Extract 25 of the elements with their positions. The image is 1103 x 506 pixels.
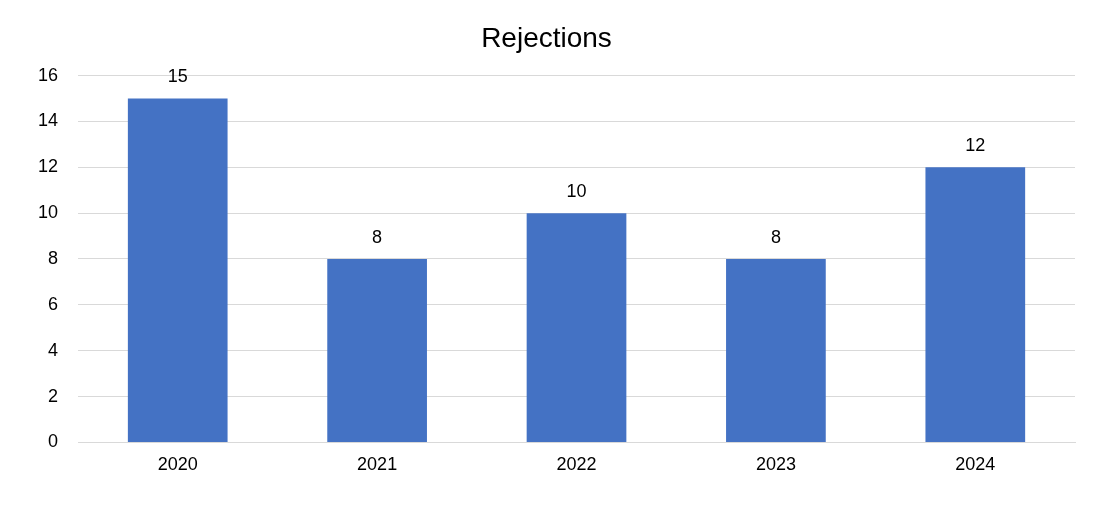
bar: [526, 213, 627, 442]
data-label: 10: [566, 181, 587, 202]
x-tick-label: 2024: [955, 454, 996, 475]
bar: [925, 167, 1026, 442]
x-tick-label: 2021: [357, 454, 398, 475]
data-label: 15: [167, 66, 188, 87]
y-tick-label: 2: [48, 385, 59, 406]
y-tick-label: 4: [48, 339, 59, 360]
y-tick-label: 16: [37, 64, 59, 85]
x-tick-label: 2023: [755, 454, 796, 475]
x-tick-label: 2022: [556, 454, 597, 475]
data-label: 8: [770, 226, 781, 247]
y-tick-label: 14: [37, 110, 59, 131]
data-label: 8: [372, 226, 383, 247]
chart-title: Rejections: [481, 21, 612, 53]
y-tick-label: 10: [37, 202, 59, 223]
y-tick-label: 0: [48, 431, 59, 452]
y-tick-label: 6: [48, 293, 59, 314]
data-label: 12: [965, 135, 986, 156]
bar: [327, 259, 427, 442]
bar: [127, 98, 228, 442]
y-tick-label: 12: [37, 156, 59, 177]
bar: [726, 259, 826, 442]
x-tick-label: 2020: [157, 454, 198, 475]
y-tick-label: 8: [48, 247, 59, 268]
